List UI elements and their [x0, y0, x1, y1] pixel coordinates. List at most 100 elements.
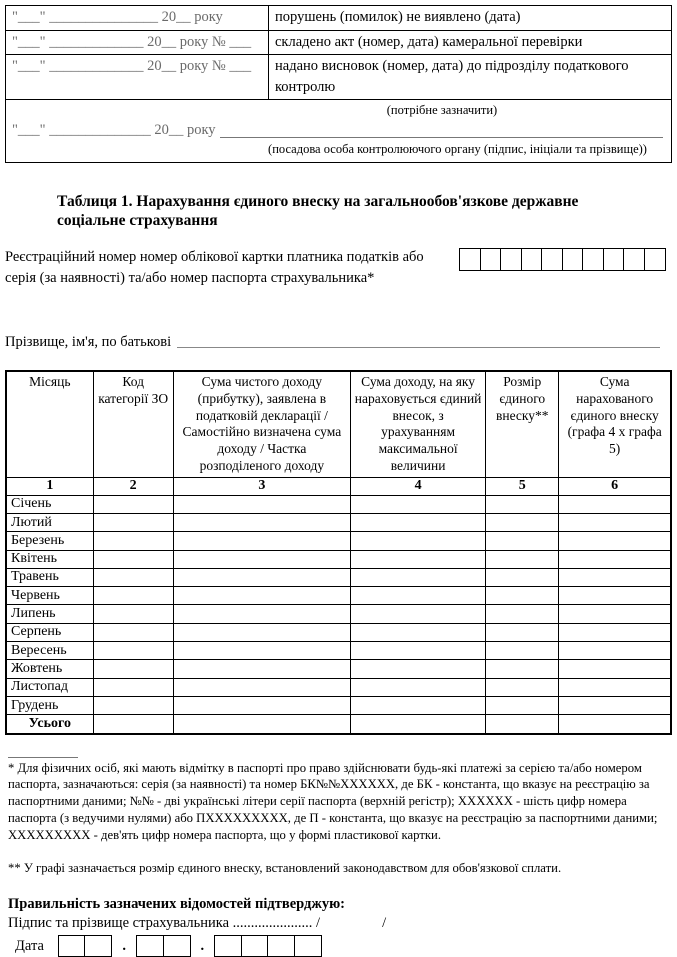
data-cell[interactable]	[172, 512, 352, 533]
tax-number-box[interactable]	[479, 248, 502, 272]
data-cell[interactable]	[172, 641, 352, 661]
data-cell[interactable]	[485, 512, 560, 533]
data-cell[interactable]	[349, 677, 487, 697]
data-cell[interactable]	[558, 512, 672, 533]
data-cell[interactable]	[349, 659, 487, 679]
data-cell[interactable]	[485, 586, 560, 606]
data-cell[interactable]	[172, 695, 352, 716]
data-cell[interactable]	[558, 586, 672, 606]
data-cell[interactable]	[485, 641, 560, 661]
data-cell[interactable]	[349, 622, 487, 643]
tax-number-box[interactable]	[582, 248, 604, 272]
data-cell[interactable]	[92, 531, 174, 551]
tax-number-box[interactable]	[561, 248, 584, 272]
full-name-label: Прізвище, ім'я, по батькові	[5, 334, 172, 351]
official-signature-blank[interactable]	[219, 123, 663, 138]
data-cell[interactable]	[172, 604, 352, 624]
data-cell[interactable]	[558, 604, 672, 624]
tax-number-box[interactable]	[643, 248, 666, 272]
data-cell[interactable]	[172, 659, 352, 679]
tax-number-box[interactable]	[520, 248, 543, 272]
data-cell[interactable]	[92, 604, 174, 624]
data-cell[interactable]	[558, 677, 672, 697]
date-blank[interactable]: "___" _______________ 20__ року	[5, 5, 269, 31]
data-cell[interactable]	[172, 586, 352, 606]
data-cell[interactable]	[485, 604, 560, 624]
data-cell[interactable]	[485, 567, 560, 588]
date-year-box[interactable]	[293, 935, 322, 957]
data-cell[interactable]	[349, 586, 487, 606]
tax-number-box[interactable]	[459, 248, 481, 272]
data-cell[interactable]	[349, 549, 487, 569]
data-cell[interactable]	[92, 659, 174, 679]
tax-number-box[interactable]	[541, 248, 563, 272]
data-cell[interactable]	[92, 549, 174, 569]
data-cell[interactable]	[485, 695, 560, 716]
data-cell[interactable]	[92, 622, 174, 643]
date-year-box[interactable]	[214, 935, 243, 957]
date-blank[interactable]: "___" _____________ 20__ року № ___	[5, 29, 269, 56]
official-date-blank[interactable]: "___" ______________ 20__ року	[12, 122, 216, 139]
data-cell[interactable]	[558, 641, 672, 661]
data-cell[interactable]	[92, 695, 174, 716]
data-cell[interactable]	[92, 512, 174, 533]
data-cell[interactable]	[485, 714, 560, 734]
data-cell[interactable]	[92, 714, 174, 734]
data-cell[interactable]	[349, 567, 487, 588]
data-cell[interactable]	[92, 586, 174, 606]
data-cell[interactable]	[485, 549, 560, 569]
data-cell[interactable]	[558, 567, 672, 588]
verification-option-label: надано висновок (номер, дата) до підрозд…	[268, 54, 672, 101]
data-cell[interactable]	[485, 659, 560, 679]
official-signature-cell: (потрібне зазначити) "___" _____________…	[5, 99, 672, 164]
data-cell[interactable]	[172, 714, 352, 734]
date-year-box[interactable]	[267, 935, 296, 957]
date-day-box[interactable]	[57, 935, 86, 957]
data-cell[interactable]	[485, 531, 560, 551]
data-cell[interactable]	[172, 531, 352, 551]
data-cell[interactable]	[92, 567, 174, 588]
data-cell[interactable]	[485, 494, 560, 514]
month-label: Грудень	[5, 695, 94, 716]
data-cell[interactable]	[172, 549, 352, 569]
col-header-rate: Розмір єдиного внеску**	[485, 370, 560, 478]
data-cell[interactable]	[172, 494, 352, 514]
data-cell[interactable]	[485, 622, 560, 643]
page-title: Таблиця 1. Нарахування єдиного внеску на…	[57, 193, 579, 230]
data-cell[interactable]	[558, 695, 672, 716]
tax-number-box[interactable]	[623, 248, 645, 272]
data-cell[interactable]	[558, 714, 672, 734]
date-month-box[interactable]	[162, 935, 191, 957]
data-cell[interactable]	[349, 531, 487, 551]
date-month-box[interactable]	[136, 935, 165, 957]
data-cell[interactable]	[558, 531, 672, 551]
date-blank[interactable]: "___" _____________ 20__ року № ___	[5, 54, 269, 101]
data-cell[interactable]	[558, 549, 672, 569]
month-label: Липень	[5, 604, 94, 624]
data-cell[interactable]	[172, 677, 352, 697]
data-cell[interactable]	[485, 677, 560, 697]
official-signature-caption: (посадова особа контролюючого органу (пі…	[268, 141, 647, 156]
insurer-signature-blank[interactable]: Підпис та прізвище страхувальника ......…	[8, 915, 321, 932]
data-cell[interactable]	[349, 512, 487, 533]
date-day-box[interactable]	[84, 935, 113, 957]
data-cell[interactable]	[92, 494, 174, 514]
data-cell[interactable]	[92, 641, 174, 661]
date-year-box[interactable]	[240, 935, 269, 957]
data-cell[interactable]	[349, 494, 487, 514]
data-cell[interactable]	[172, 622, 352, 643]
full-name-blank[interactable]	[177, 333, 660, 349]
data-cell[interactable]	[349, 604, 487, 624]
tax-number-box[interactable]	[500, 248, 522, 272]
data-cell[interactable]	[349, 695, 487, 716]
data-cell[interactable]	[558, 622, 672, 643]
data-cell[interactable]	[349, 714, 487, 734]
month-label: Червень	[5, 586, 94, 606]
tax-number-box[interactable]	[602, 248, 625, 272]
data-cell[interactable]	[558, 659, 672, 679]
data-cell[interactable]	[349, 641, 487, 661]
table-row: Жовтень	[5, 659, 672, 679]
data-cell[interactable]	[92, 677, 174, 697]
data-cell[interactable]	[172, 567, 352, 588]
data-cell[interactable]	[558, 494, 672, 514]
